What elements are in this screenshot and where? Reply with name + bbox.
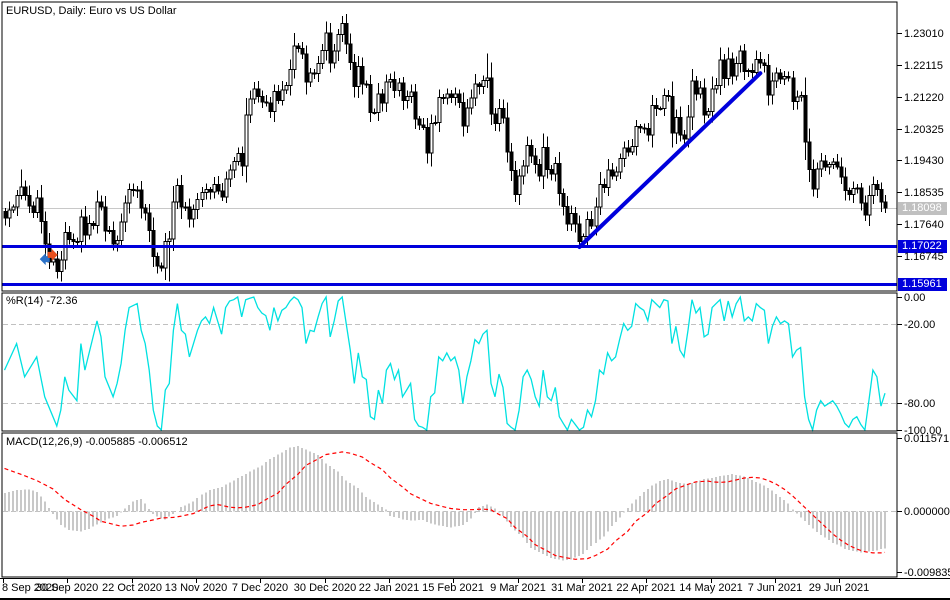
macd-axis-label: 0.000000	[904, 506, 950, 518]
date-label: 14 May 2021	[679, 582, 743, 594]
support-level-1-tag: 1.17022	[898, 240, 947, 253]
macd-indicator-label: MACD(12,26,9) -0.005885 -0.006512	[6, 436, 188, 448]
candles-layer	[3, 13, 888, 282]
date-label: 22 Apr 2021	[616, 582, 676, 594]
date-label: 13 Nov 2020	[164, 582, 228, 594]
macd-axis-label: -0.009835	[904, 567, 950, 579]
price-axis-label: 1.22115	[904, 60, 943, 72]
date-label: 7 Jun 2021	[747, 582, 803, 594]
wpr-line	[3, 295, 886, 433]
support-level-2-tag: 1.15961	[898, 278, 947, 291]
price-axis-label: 1.18535	[904, 187, 944, 199]
support-hline-2[interactable]	[2, 283, 897, 286]
price-axis-label: 1.23010	[904, 28, 944, 40]
date-label: 30 Dec 2020	[293, 582, 357, 594]
date-label: 8 Sep 2020	[2, 582, 59, 594]
wpr-indicator-label: %R(14) -72.36	[6, 295, 78, 307]
macd-histogram	[4, 446, 886, 561]
date-label: 9 Mar 2021	[490, 582, 546, 594]
support-hline-1[interactable]	[2, 245, 897, 248]
wpr-axis-label: 0.00	[904, 292, 926, 304]
wpr-axis-label: -80.00	[904, 398, 936, 410]
date-label: 15 Feb 2021	[422, 582, 484, 594]
date-label: 31 Mar 2021	[551, 582, 613, 594]
trendline[interactable]	[577, 71, 763, 249]
left-arrow-marker[interactable]	[39, 253, 50, 266]
window-bottom-edge	[0, 598, 950, 600]
price-axis-label: 1.21220	[904, 92, 944, 104]
macd-axis-label: 0.011571	[904, 433, 950, 445]
panel-border-1	[1, 292, 898, 432]
panel-border-0	[1, 1, 898, 292]
price-axis-label: 1.20325	[904, 124, 944, 136]
wpr-axis-label: -100.00	[904, 425, 942, 437]
chart-title: EURUSD, Daily: Euro vs US Dollar	[6, 5, 177, 17]
date-label: 22 Jan 2021	[358, 582, 420, 594]
current-price-tag: 1.18098	[898, 202, 947, 215]
date-label: 30 Sep 2020	[35, 582, 99, 594]
right-arrow-marker[interactable]	[47, 248, 58, 261]
date-label: 22 Oct 2020	[102, 582, 162, 594]
price-axis-label: 1.19430	[904, 155, 944, 167]
date-label: 7 Dec 2020	[231, 582, 289, 594]
wpr-axis-label: -20.00	[904, 319, 936, 331]
price-axis-label: 1.16745	[904, 251, 944, 263]
macd-signal-line	[4, 451, 886, 560]
price-axis-label: 1.17640	[904, 219, 944, 231]
panel-border-2	[1, 432, 898, 578]
date-label: 29 Jun 2021	[808, 582, 870, 594]
